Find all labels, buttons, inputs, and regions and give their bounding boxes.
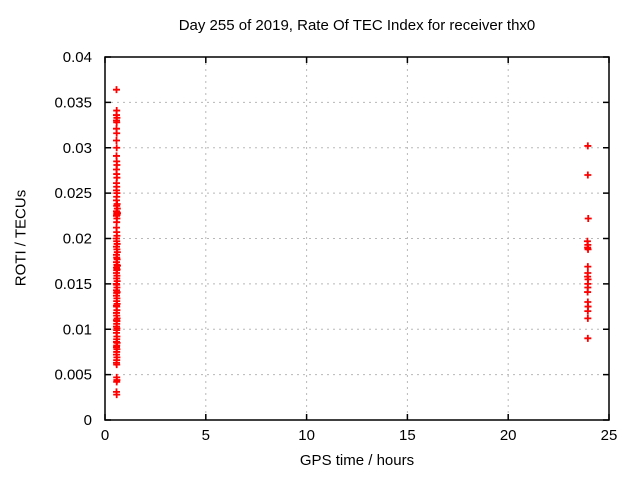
data-point-marker bbox=[113, 361, 121, 369]
gridlines bbox=[105, 57, 609, 420]
data-point-marker bbox=[112, 86, 120, 94]
data-points bbox=[112, 86, 592, 399]
x-tick-label: 25 bbox=[601, 427, 618, 444]
data-point-marker bbox=[113, 118, 121, 126]
data-point-marker bbox=[584, 215, 592, 223]
y-tick-label: 0.01 bbox=[63, 321, 92, 338]
y-tick-label: 0.025 bbox=[54, 185, 92, 202]
data-point-marker bbox=[113, 391, 121, 399]
data-point-marker bbox=[113, 129, 121, 137]
x-tick-label: 20 bbox=[500, 427, 517, 444]
x-tick-label: 0 bbox=[101, 427, 109, 444]
y-tick-label: 0.035 bbox=[54, 94, 92, 111]
data-point-marker bbox=[113, 144, 121, 152]
y-tick-label: 0.03 bbox=[63, 140, 92, 157]
x-axis-title: GPS time / hours bbox=[299, 452, 415, 469]
y-tick-label: 0.015 bbox=[54, 276, 92, 293]
chart-title: Day 255 of 2019, Rate Of TEC Index for r… bbox=[178, 17, 536, 34]
x-tick-label: 10 bbox=[298, 427, 315, 444]
data-point-marker bbox=[584, 288, 592, 296]
data-point-marker bbox=[112, 136, 120, 144]
data-point-marker bbox=[584, 245, 592, 253]
data-point-marker bbox=[584, 142, 592, 150]
y-tick-label: 0.04 bbox=[63, 49, 92, 66]
data-point-marker bbox=[113, 378, 121, 386]
y-tick-label: 0 bbox=[84, 412, 92, 429]
tick-labels: 0 0.005 0.01 0.015 0.02 0.025 0.03 0.035 0.04 0 5 1… bbox=[54, 49, 617, 444]
data-point-marker bbox=[584, 307, 592, 315]
x-tick-label: 15 bbox=[399, 427, 416, 444]
data-point-marker bbox=[584, 314, 592, 322]
data-point-marker bbox=[584, 171, 592, 179]
data-point-marker bbox=[584, 263, 592, 271]
axis-ticks bbox=[104, 56, 610, 421]
x-tick-label: 5 bbox=[202, 427, 210, 444]
y-tick-label: 0.005 bbox=[54, 367, 92, 384]
y-tick-label: 0.02 bbox=[63, 231, 92, 248]
data-point-marker bbox=[584, 334, 592, 342]
